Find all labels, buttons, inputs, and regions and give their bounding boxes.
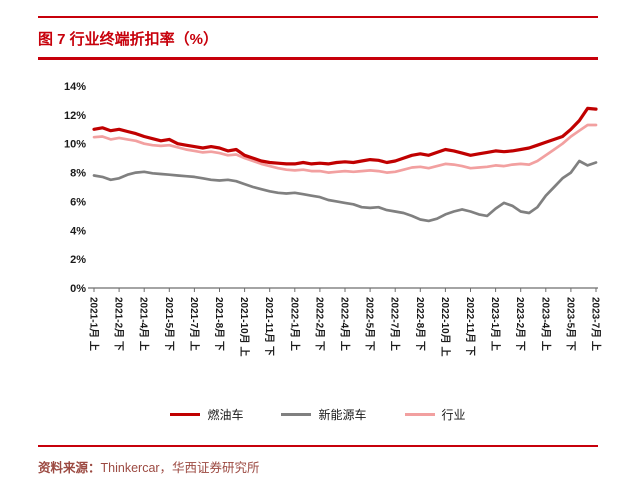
series-line-industry bbox=[92, 123, 598, 174]
y-tick-label: 8% bbox=[70, 168, 86, 180]
x-tick-label: 2021-2月 下 bbox=[113, 297, 125, 351]
y-tick-label: 10% bbox=[64, 139, 86, 151]
x-tick-label: 2021-8月 下 bbox=[213, 297, 225, 351]
legend-swatch-new-energy-vehicles bbox=[281, 412, 312, 416]
x-tick-label: 2022-5月 下 bbox=[364, 297, 376, 351]
bottom-divider bbox=[38, 445, 598, 447]
source-label: 资料来源： bbox=[38, 461, 101, 475]
y-tick-label: 2% bbox=[70, 254, 86, 266]
legend-swatch-industry bbox=[404, 412, 435, 416]
legend-label-industry: 行业 bbox=[441, 407, 466, 422]
y-tick-label: 12% bbox=[64, 110, 86, 122]
x-tick-label: 2021-5月 下 bbox=[163, 297, 175, 351]
top-divider bbox=[38, 16, 598, 18]
legend-swatch-fuel-vehicles bbox=[170, 412, 201, 416]
source-text: Thinkercar，华西证券研究所 bbox=[100, 461, 260, 475]
x-tick-label: 2021-11月 下 bbox=[263, 297, 275, 356]
series-line-fuel-vehicles bbox=[92, 106, 598, 166]
legend-label-new-energy-vehicles: 新能源车 bbox=[318, 407, 367, 422]
x-tick-label: 2021-7月 上 bbox=[188, 297, 201, 351]
x-tick-label: 2021-4月 上 bbox=[138, 297, 151, 351]
y-tick-label: 0% bbox=[70, 283, 86, 295]
x-tick-label: 2022-10月 上 bbox=[439, 297, 452, 356]
series-line-new-energy-vehicles bbox=[92, 159, 598, 223]
x-tick-label: 2023-1月 上 bbox=[489, 297, 502, 351]
line-chart: 0% 2% 4% 6% 8% 10% 12% 14% 2021-1月 上 2021-2月 下 202… bbox=[46, 74, 603, 395]
x-tick-label: 2023-2月 下 bbox=[514, 297, 526, 351]
title-divider bbox=[38, 57, 598, 60]
x-tick-label: 2023-7月 上 bbox=[590, 297, 603, 351]
x-tick-label: 2022-4月 上 bbox=[339, 297, 352, 351]
chart-legend: 燃油车 新能源车 行业 bbox=[38, 405, 598, 423]
legend-label-fuel-vehicles: 燃油车 bbox=[207, 407, 244, 422]
x-tick-label: 2021-10月 上 bbox=[238, 297, 251, 356]
x-tick-label: 2022-11月 下 bbox=[464, 297, 476, 356]
x-tick-label: 2022-7月 上 bbox=[389, 297, 402, 351]
source-note: 资料来源：Thinkercar，华西证券研究所 bbox=[38, 457, 598, 476]
x-tick-label: 2022-2月 下 bbox=[313, 297, 325, 351]
legend-item-new-energy-vehicles: 新能源车 bbox=[281, 406, 367, 423]
x-tick-label: 2022-1月 上 bbox=[288, 297, 301, 351]
y-tick-label: 14% bbox=[64, 81, 86, 93]
legend-item-fuel-vehicles: 燃油车 bbox=[170, 406, 243, 423]
chart-canvas: 0% 2% 4% 6% 8% 10% 12% 14% 2021-1月 上 2021-2月 下 202… bbox=[64, 81, 603, 356]
x-tick-label: 2022-8月 下 bbox=[414, 297, 426, 351]
y-tick-label: 4% bbox=[70, 225, 86, 237]
legend-item-industry: 行业 bbox=[404, 406, 466, 423]
x-tick-label: 2021-1月 上 bbox=[88, 297, 101, 351]
x-tick-label: 2023-4月 上 bbox=[539, 297, 552, 351]
x-tick-label: 2023-5月 下 bbox=[564, 297, 576, 351]
y-tick-label: 6% bbox=[70, 196, 86, 208]
figure-title: 图 7 行业终端折扣率（%） bbox=[38, 31, 219, 48]
